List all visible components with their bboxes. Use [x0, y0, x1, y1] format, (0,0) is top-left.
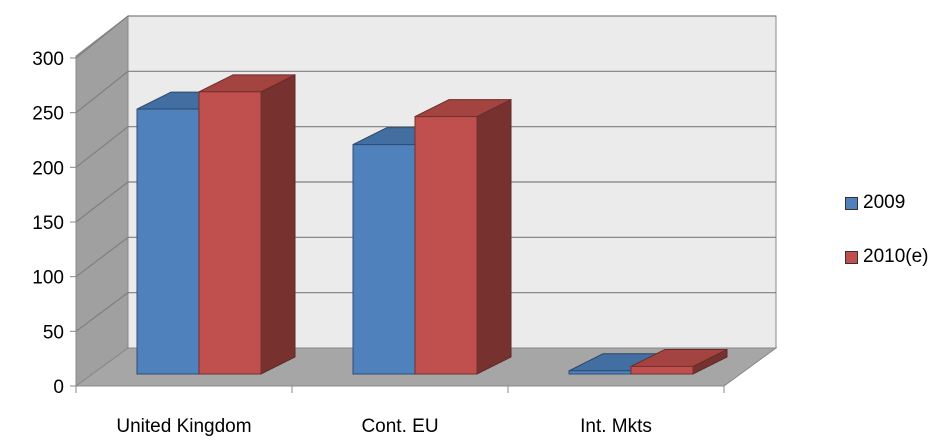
y-tick-label: 250	[32, 104, 64, 125]
gridline-side	[75, 236, 129, 278]
legend-item-2009: 2009	[845, 190, 945, 216]
bar-front	[414, 116, 478, 375]
bar-2010(e)-united-kingdom	[198, 74, 296, 375]
x-tick-label: Int. Mkts	[580, 416, 652, 437]
bar-side	[260, 74, 296, 375]
y-tick-label: 300	[32, 49, 64, 70]
side-wall	[75, 14, 129, 387]
bar-front	[352, 144, 416, 375]
y-tick-label: 0	[53, 377, 64, 398]
gridline-side	[75, 292, 129, 332]
bar-side	[476, 98, 512, 375]
gridline-side	[75, 126, 129, 168]
gridline-side	[75, 70, 129, 114]
legend-label-2010e: 2010(e)	[863, 246, 929, 267]
bar-front	[630, 365, 694, 375]
x-tick-label: United Kingdom	[116, 416, 251, 437]
gridline-side	[75, 181, 129, 223]
x-axis: United Kingdom Cont. EU Int. Mkts	[75, 385, 725, 437]
x-tick-label: Cont. EU	[361, 416, 438, 437]
bar-2010(e)-int-mkts	[630, 348, 728, 375]
bars	[136, 74, 728, 375]
y-tick-label: 150	[32, 213, 64, 234]
gridline-side	[75, 15, 129, 59]
legend-swatch-2009	[845, 196, 858, 210]
y-axis: 0 50 100 150 200 250 300	[32, 49, 77, 398]
y-tick-label: 200	[32, 158, 64, 179]
y-tick-label: 50	[43, 322, 64, 343]
y-tick-label: 100	[32, 268, 64, 289]
bar-2010(e)-cont-eu	[414, 98, 512, 375]
legend-label-2009: 2009	[863, 192, 906, 213]
bar-front	[568, 370, 632, 375]
bar-front	[198, 91, 262, 375]
bar-front	[136, 108, 200, 375]
legend-swatch-2010e	[845, 250, 858, 264]
legend: 2009 2010(e)	[845, 190, 945, 298]
legend-item-2010e: 2010(e)	[845, 244, 945, 270]
